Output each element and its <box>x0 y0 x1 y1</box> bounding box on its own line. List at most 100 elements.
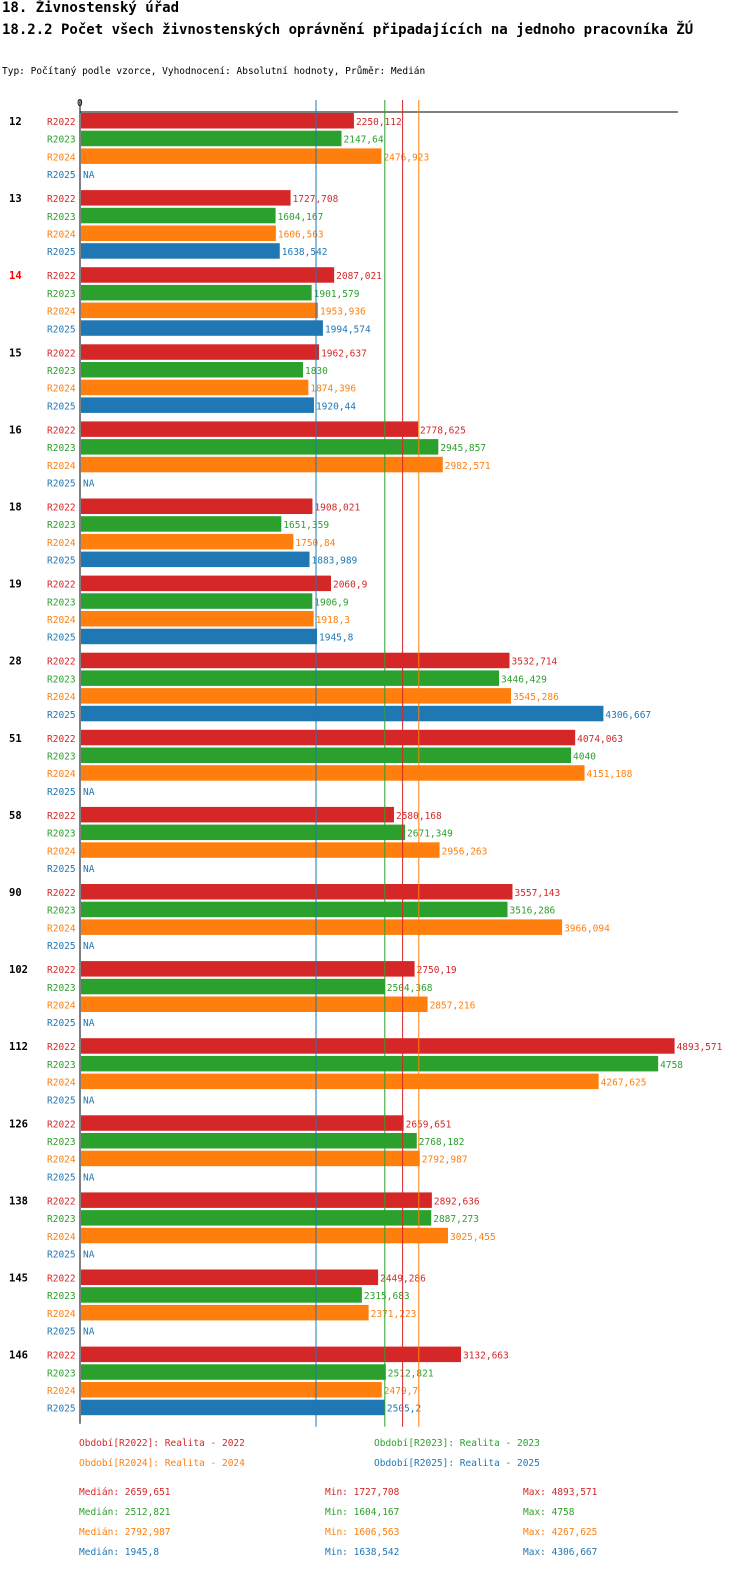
series-row-label: R2023 <box>47 674 76 685</box>
series-row-label: R2024 <box>47 1232 76 1243</box>
bar <box>81 207 276 224</box>
category-label: 12 <box>9 116 22 128</box>
bar-value-label: 4267,625 <box>601 1078 647 1089</box>
bar <box>81 1227 448 1244</box>
series-row-label: R2023 <box>47 906 76 917</box>
legend-entry: Období[R2023]: Realita - 2023 <box>374 1438 540 1449</box>
series-row-label: R2023 <box>47 752 76 763</box>
bar <box>81 551 310 568</box>
legend-entry: Období[R2024]: Realita - 2024 <box>79 1458 245 1469</box>
series-row-label: R2025 <box>47 324 76 335</box>
bar-value-label: 1953,936 <box>320 307 366 318</box>
bar <box>81 1269 379 1285</box>
series-row-label: R2024 <box>47 1386 76 1397</box>
bar <box>81 397 314 413</box>
bar-value-label: 2371,223 <box>371 1309 417 1320</box>
median-stat: Medián: 2512,821 <box>79 1507 171 1518</box>
category-label: 51 <box>9 733 22 745</box>
bar-value-label: 2315,683 <box>364 1291 410 1302</box>
series-row-label: R2025 <box>47 401 76 412</box>
axis-zero-label: 0 <box>77 98 83 109</box>
series-row-label: R2024 <box>47 769 76 780</box>
series-row-label: R2024 <box>47 307 76 318</box>
series-row-label: R2024 <box>47 1309 76 1320</box>
bar <box>81 842 440 858</box>
series-row-label: R2022 <box>47 965 76 976</box>
category-label: 102 <box>9 964 28 976</box>
bar <box>81 705 604 722</box>
bar-value-label: 1920,44 <box>316 401 356 412</box>
category-label: 58 <box>9 810 22 822</box>
bar <box>81 1210 432 1226</box>
na-label: NA <box>83 170 95 181</box>
bar <box>81 190 291 206</box>
bar-value-label: 2892,636 <box>434 1196 480 1207</box>
bar <box>81 901 508 918</box>
series-row-label: R2022 <box>47 1274 76 1285</box>
series-row-label: R2023 <box>47 135 76 146</box>
series-row-label: R2022 <box>47 348 76 359</box>
bar-value-label: 2147,64 <box>344 135 384 146</box>
bar <box>81 421 419 437</box>
series-row-label: R2024 <box>47 1155 76 1166</box>
bar <box>81 113 354 129</box>
series-row-label: R2023 <box>47 520 76 531</box>
series-row-label: R2022 <box>47 580 76 591</box>
bar-value-label: 2982,571 <box>445 461 491 472</box>
category-label: 16 <box>9 424 22 436</box>
na-label: NA <box>83 479 95 490</box>
bar-value-label: 2857,216 <box>430 1001 476 1012</box>
bar-value-label: 3446,429 <box>501 674 547 685</box>
na-label: NA <box>83 1327 95 1338</box>
bar <box>81 1399 385 1416</box>
category-label: 112 <box>9 1041 28 1053</box>
series-row-label: R2022 <box>47 1119 76 1130</box>
bar <box>81 302 319 319</box>
series-row-label: R2025 <box>47 170 76 181</box>
bar <box>81 688 512 704</box>
series-row-label: R2023 <box>47 289 76 300</box>
bar <box>81 225 276 241</box>
series-row-label: R2023 <box>47 366 76 377</box>
bar <box>81 498 313 514</box>
bar-value-label: 2479,7 <box>384 1386 418 1397</box>
bar-value-label: 3557,143 <box>514 888 560 899</box>
series-row-label: R2023 <box>47 829 76 840</box>
bar <box>81 267 335 283</box>
series-row-label: R2023 <box>47 212 76 223</box>
bar-value-label: 2778,625 <box>420 425 466 436</box>
bar <box>81 593 313 609</box>
na-label: NA <box>83 941 95 952</box>
bar-value-label: 1651,359 <box>283 520 329 531</box>
bar-value-label: 1945,8 <box>319 633 354 644</box>
series-row-label: R2022 <box>47 1196 76 1207</box>
series-row-label: R2023 <box>47 1291 76 1302</box>
bar-value-label: 1606,563 <box>278 230 324 241</box>
category-label: 13 <box>9 193 22 205</box>
na-label: NA <box>83 864 95 875</box>
na-label: NA <box>83 1172 95 1183</box>
bar-value-label: 2887,273 <box>433 1214 479 1225</box>
bar-value-label: 4040 <box>573 752 596 763</box>
series-row-label: R2024 <box>47 384 76 395</box>
bar <box>81 1073 599 1090</box>
bar <box>81 362 303 378</box>
category-label: 146 <box>9 1350 28 1362</box>
series-row-label: R2025 <box>47 247 76 258</box>
bar-value-label: 2956,263 <box>442 846 488 857</box>
na-label: NA <box>83 787 95 798</box>
series-row-label: R2022 <box>47 811 76 822</box>
bar-value-label: 4893,571 <box>677 1042 723 1053</box>
median-stat: Medián: 2659,651 <box>79 1487 171 1498</box>
bar <box>81 765 585 781</box>
series-row-label: R2023 <box>47 1214 76 1225</box>
max-stat: Max: 4758 <box>523 1507 575 1518</box>
series-row-label: R2024 <box>47 1001 76 1012</box>
bar-value-label: 2512,821 <box>388 1368 434 1379</box>
series-row-label: R2025 <box>47 479 76 490</box>
bar-value-label: 2060,9 <box>333 580 368 591</box>
min-stat: Min: 1606,563 <box>325 1527 399 1538</box>
bar <box>81 1304 369 1321</box>
category-label: 19 <box>9 579 22 591</box>
bar-value-label: 4151,188 <box>587 769 633 780</box>
